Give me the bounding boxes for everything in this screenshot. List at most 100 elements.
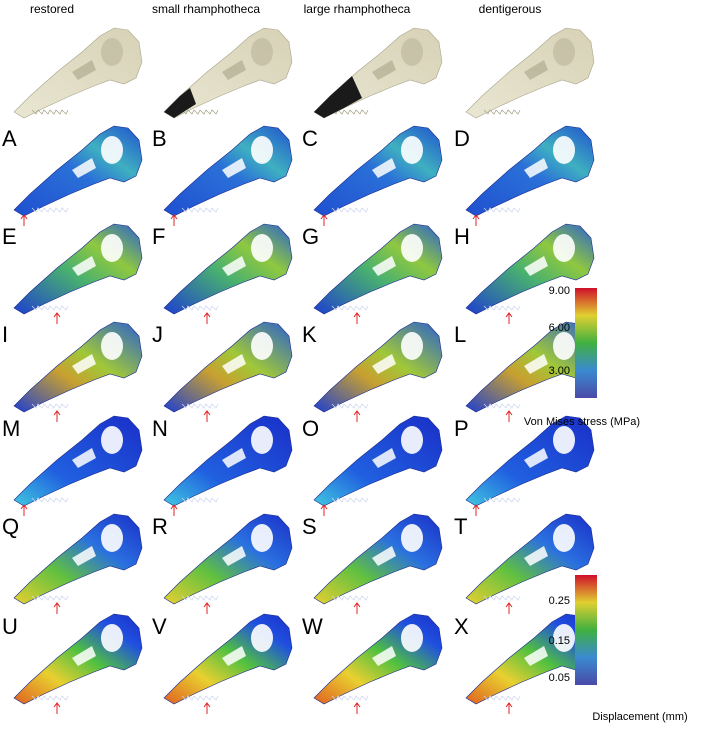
skull-model [13,223,143,324]
teeth [483,595,521,601]
orbit [401,136,423,164]
teeth [483,109,521,115]
load-arrow [170,504,178,516]
load-arrow [53,702,61,714]
fenestra [72,60,96,80]
fenestra [222,60,246,80]
fenestra [222,354,246,374]
orbit [251,38,273,66]
stress-caption: Von Mises stress (MPa) [524,416,640,428]
orbit [101,234,123,262]
rhamphotheca [164,88,196,118]
load-arrow [203,312,211,324]
load-arrow [353,410,361,422]
skull-model [313,125,443,226]
rhamphotheca [314,76,362,118]
panel-label: G [302,224,319,249]
fenestra [72,646,96,666]
load-arrow [170,214,178,226]
orbit [553,234,575,262]
panel-label: U [2,614,18,639]
column-header: restored [30,2,74,16]
fenestra [524,354,548,374]
orbit [553,624,575,652]
orbit [101,426,123,454]
teeth [483,497,521,503]
orbit [251,234,273,262]
panel-label: V [152,614,167,639]
load-arrow [20,504,28,516]
teeth [483,403,521,409]
teeth [181,305,219,311]
panel-label: R [152,514,168,539]
skull-model [13,613,143,714]
column-header: large rhamphotheca [304,2,411,16]
teeth [31,109,69,115]
fenestra [72,546,96,566]
fenestra [72,158,96,178]
teeth [181,109,219,115]
panel-label: X [454,614,469,639]
teeth [331,305,369,311]
load-arrow [505,410,513,422]
column-header: small rhamphotheca [152,2,260,16]
orbit [553,426,575,454]
orbit [101,524,123,552]
fenestra [222,256,246,276]
orbit [401,234,423,262]
skull-model [313,321,443,422]
fenestra [524,60,548,80]
orbit [251,136,273,164]
teeth [31,207,69,213]
panel-label: N [152,416,168,441]
skull-model [313,415,443,516]
stress-tick: 9.00 [549,285,570,297]
load-arrow [505,312,513,324]
displacement-tick: 0.15 [549,635,570,647]
skull-model [465,223,595,324]
teeth [331,497,369,503]
stress-tick: 6.00 [549,322,570,334]
orbit [401,524,423,552]
teeth [483,305,521,311]
teeth [31,695,69,701]
teeth [331,695,369,701]
fenestra [524,158,548,178]
fenestra [524,448,548,468]
panel-label: W [302,614,323,639]
displacement-tick: 0.05 [549,672,570,684]
fenestra [222,646,246,666]
displacement-colorbar [575,575,597,685]
load-arrow [320,214,328,226]
panel-label: C [302,126,318,151]
fenestra [222,158,246,178]
stress-tick: 3.00 [549,365,570,377]
fenestra [72,256,96,276]
teeth [331,595,369,601]
load-arrow [203,602,211,614]
skull-model [13,321,143,422]
fenestra [372,60,396,80]
skull-model [163,415,293,516]
panel-label: B [152,126,167,151]
panel-label: A [2,126,17,151]
panel-label: H [454,224,470,249]
orbit [101,624,123,652]
panel-label: M [2,416,20,441]
load-arrow [353,312,361,324]
skull-model [163,223,293,324]
fenestra [222,448,246,468]
skull-model [465,321,595,422]
skull-model [313,613,443,714]
orbit [101,332,123,360]
panel-label: E [2,224,17,249]
skull-model [163,321,293,422]
orbit [553,136,575,164]
fenestra [72,448,96,468]
column-header: dentigerous [479,2,542,16]
load-arrow [20,214,28,226]
panel-label: I [2,322,8,347]
teeth [31,595,69,601]
fenestra [72,354,96,374]
fenestra [372,546,396,566]
